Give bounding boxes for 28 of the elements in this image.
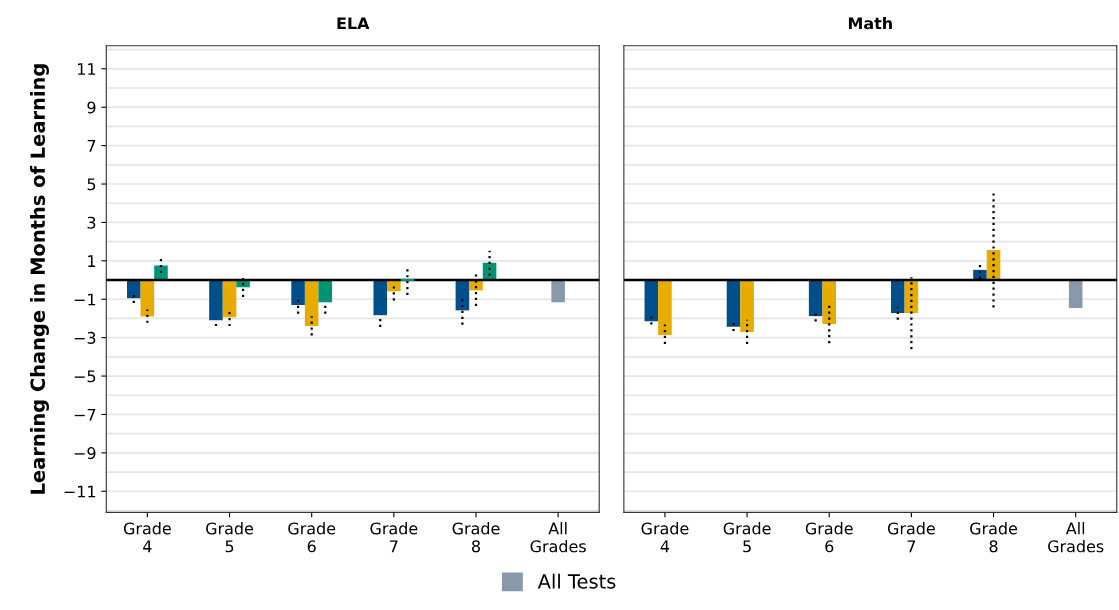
chart-title: ELA (337, 17, 370, 30)
y-tick-label: −3 (74, 331, 96, 344)
y-tick-label: 11 (78, 63, 96, 75)
x-tick-label: Grade 7 (370, 522, 418, 553)
x-tick-label: Grade 4 (641, 522, 689, 553)
x-tick-label: Grade 5 (723, 522, 771, 553)
x-tick-label: Grade 8 (970, 522, 1018, 553)
y-tick-label: −5 (74, 370, 96, 383)
y-tick-label: 5 (87, 178, 96, 191)
x-tick-label: Grade 8 (452, 522, 500, 553)
x-tick-label: All Grades (1048, 522, 1104, 553)
y-axis-title: Learning Change in Months of Learning (30, 64, 49, 494)
y-tick-label: −11 (64, 485, 96, 498)
y-tick-label: −1 (74, 293, 96, 306)
y-tick-label: −9 (74, 447, 96, 460)
legend-label: All Tests (537, 573, 616, 589)
x-tick-label: Grade 6 (805, 522, 853, 553)
y-tick-label: 9 (87, 101, 96, 114)
y-tick-label: −7 (74, 408, 96, 421)
x-tick-label: Grade 4 (123, 522, 171, 553)
y-tick-label: 1 (88, 255, 96, 267)
x-tick-label: Grade 5 (206, 522, 254, 553)
y-tick-label: 7 (87, 140, 96, 152)
x-tick-label: Grade 6 (288, 522, 336, 553)
x-tick-label: Grade 7 (887, 522, 935, 553)
x-tick-label: All Grades (530, 522, 586, 553)
y-tick-label: 3 (87, 216, 96, 229)
chart-title: Math (848, 16, 892, 30)
